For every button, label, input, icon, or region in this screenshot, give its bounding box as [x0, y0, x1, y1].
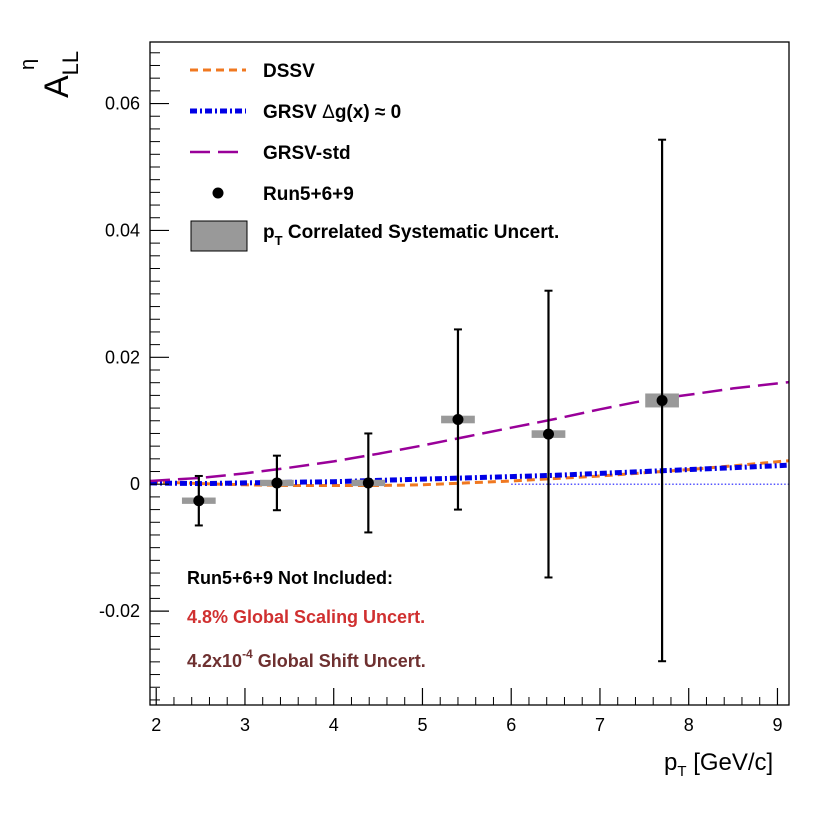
legend-syst-pre: p	[263, 222, 275, 243]
annotations: Run5+6+9 Not Included: 4.8% Global Scali…	[187, 568, 426, 671]
x-tick-label: 3	[240, 715, 250, 735]
legend-syst-post: Correlated Systematic Uncert.	[283, 222, 560, 243]
note-shift-post: Global Shift Uncert.	[253, 651, 426, 671]
legend-grsv0-post: g(x) ≈ 0	[335, 102, 401, 123]
x-tick-label: 6	[506, 715, 516, 735]
data-point	[193, 495, 205, 507]
x-axis-title-main: p	[664, 749, 677, 776]
note-shift-sup: -4	[242, 647, 253, 661]
x-axis-title-rest: [GeV/c]	[687, 749, 774, 776]
legend-syst-sub: T	[275, 233, 283, 248]
x-axis-title-sub: T	[677, 763, 686, 780]
y-tick-label: 0	[130, 474, 140, 494]
data-point	[542, 428, 554, 440]
note-shift: 4.2x10-4 Global Shift Uncert.	[187, 647, 426, 671]
svg-text:ALL: ALL	[38, 51, 83, 98]
legend-grsv0-label: GRSV Δg(x) ≈ 0	[263, 102, 401, 123]
grsvstd-curve	[149, 380, 790, 483]
theory-curves	[149, 380, 790, 487]
legend-grsvstd-label: GRSV-std	[263, 143, 351, 164]
y-axis-title-main: A	[38, 75, 76, 98]
y-tick-label: -0.02	[99, 601, 140, 621]
y-axis-title-sub: LL	[58, 51, 83, 75]
note-shift-pre: 4.2x10	[187, 651, 242, 671]
data-point	[271, 477, 283, 489]
data-point	[452, 413, 464, 425]
systematic-boxes	[181, 393, 679, 504]
legend-dssv-label: DSSV	[263, 61, 315, 82]
y-tick-label: 0.02	[105, 347, 140, 367]
x-tick-label: 7	[595, 715, 605, 735]
grsv0-curve	[149, 462, 790, 487]
note-scaling: 4.8% Global Scaling Uncert.	[187, 607, 425, 627]
data-points	[193, 138, 668, 663]
legend-run-marker	[212, 187, 224, 199]
legend-syst-swatch	[190, 220, 248, 252]
legend: DSSV GRSV Δg(x) ≈ 0 GRSV-std Run5+6+9 pT…	[190, 61, 559, 252]
x-tick-label: 2	[151, 715, 161, 735]
legend-syst-label: pT Correlated Systematic Uncert.	[263, 222, 559, 248]
data-point	[362, 477, 374, 489]
plot-frame	[149, 41, 790, 706]
legend-run-label: Run5+6+9	[263, 184, 354, 205]
x-tick-label: 9	[772, 715, 782, 735]
x-axis-title: pT [GeV/c]	[664, 749, 773, 780]
data-point	[656, 394, 668, 406]
axis-ticks: 2 3 4 5 6 7 8 9 -0.02 0 0.02 0.04 0.06	[99, 52, 782, 735]
legend-grsv0-delta: Δ	[322, 102, 335, 123]
legend-grsv0-pre: GRSV	[263, 102, 322, 123]
y-axis-title-sup: η	[17, 59, 39, 70]
y-axis-title: ALL η	[17, 51, 83, 98]
x-tick-label: 8	[684, 715, 694, 735]
y-tick-label: 0.04	[105, 220, 140, 240]
y-tick-label: 0.06	[105, 94, 140, 114]
note-not-included: Run5+6+9 Not Included:	[187, 568, 393, 588]
x-tick-label: 5	[417, 715, 427, 735]
x-tick-label: 4	[329, 715, 339, 735]
